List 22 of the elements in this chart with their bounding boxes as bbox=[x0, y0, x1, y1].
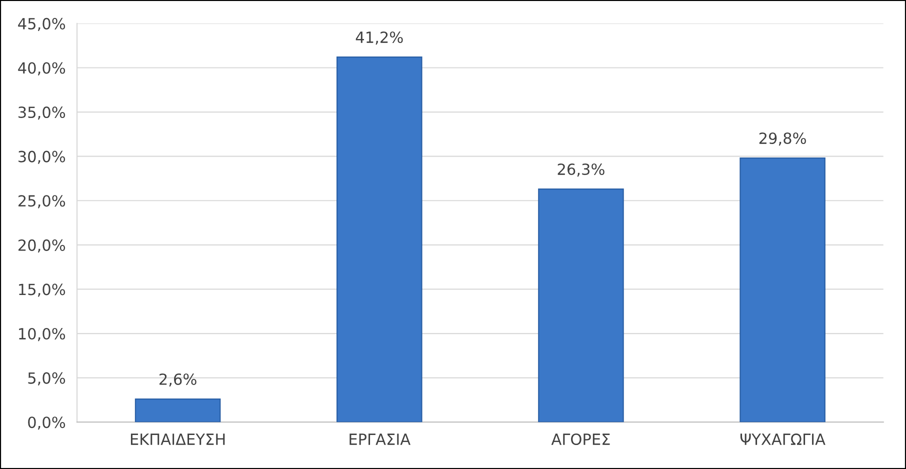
data-label: 26,3% bbox=[558, 163, 604, 177]
x-tick-label: ΑΓΟΡΕΣ bbox=[551, 433, 610, 446]
y-tick-label: 10,0% bbox=[19, 328, 66, 342]
data-label: 2,6% bbox=[160, 373, 196, 387]
y-tick-label: 35,0% bbox=[18, 106, 66, 120]
bar bbox=[740, 158, 826, 422]
y-tick-label: 30,0% bbox=[18, 150, 66, 164]
x-tick-label: ΕΚΠΑΙΔΕΥΣΗ bbox=[130, 434, 225, 445]
y-tick-label: 45,0% bbox=[18, 18, 66, 32]
y-tick-label: 5,0% bbox=[28, 372, 66, 386]
y-tick-label: 25,0% bbox=[18, 195, 66, 208]
x-tick-label: ΨΥΧΑΓΩΓΙΑ bbox=[740, 434, 826, 445]
y-tick-label: 20,0% bbox=[18, 239, 66, 253]
x-tick-label: ΕΡΓΑΣΙΑ bbox=[350, 434, 410, 445]
data-label: 29,8% bbox=[759, 132, 806, 146]
y-tick-label: 15,0% bbox=[19, 284, 66, 297]
y-tick-label: 40,0% bbox=[18, 62, 66, 76]
data-label: 41,2% bbox=[356, 31, 403, 45]
bar bbox=[538, 188, 624, 422]
y-tick-label: 0,0% bbox=[28, 416, 66, 430]
bar bbox=[336, 56, 422, 422]
bar bbox=[134, 398, 221, 422]
